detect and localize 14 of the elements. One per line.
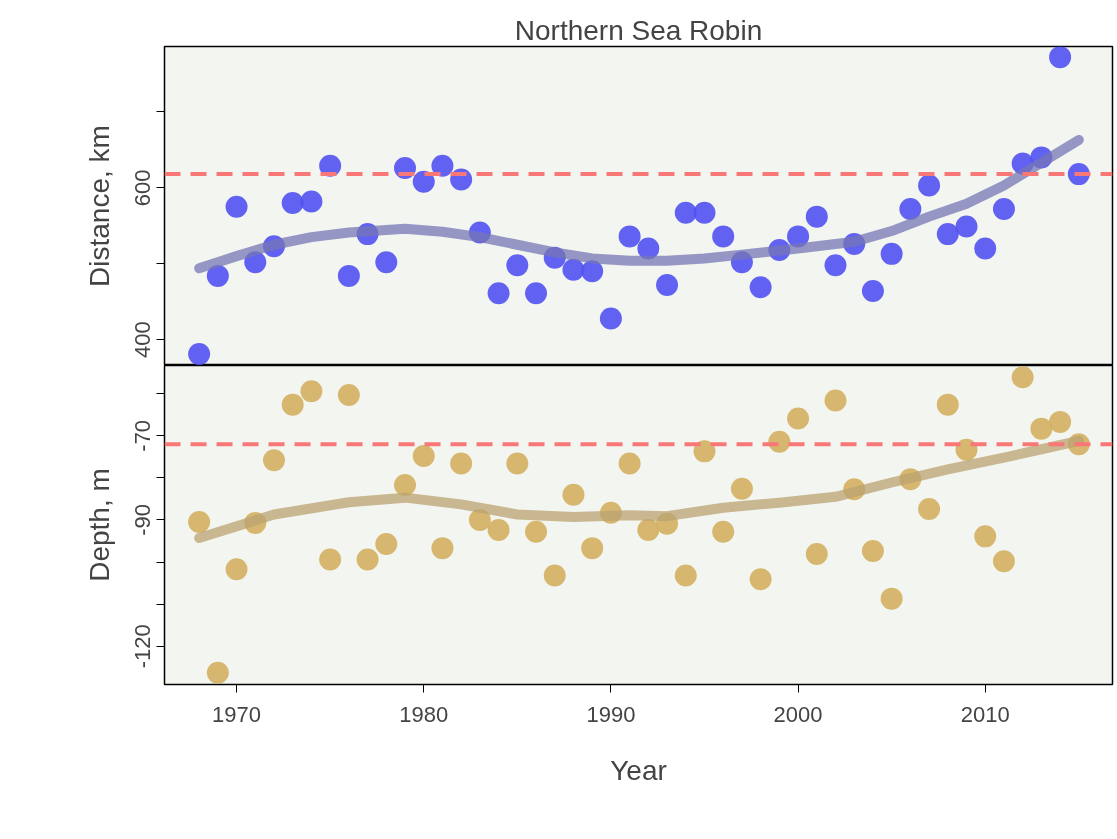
y-tick-label: 600 xyxy=(130,169,156,207)
x-axis-title: Year xyxy=(610,754,667,786)
x-tick-label: 2000 xyxy=(773,701,823,727)
x-tick-label: 2010 xyxy=(960,701,1010,727)
x-tick-label: 1970 xyxy=(212,701,262,727)
y-tick-label: 400 xyxy=(130,321,156,359)
y-tick-label: -70 xyxy=(130,419,156,452)
y-tick-label: -120 xyxy=(130,624,156,669)
y-tick-label: -90 xyxy=(130,504,156,536)
x-tick-label: 1990 xyxy=(586,701,636,727)
chart-title: Northern Sea Robin xyxy=(514,14,763,46)
y-axis-title: Distance, km xyxy=(83,125,115,287)
x-tick-label: 1980 xyxy=(399,701,449,727)
y-axis-title: Depth, m xyxy=(83,468,115,582)
